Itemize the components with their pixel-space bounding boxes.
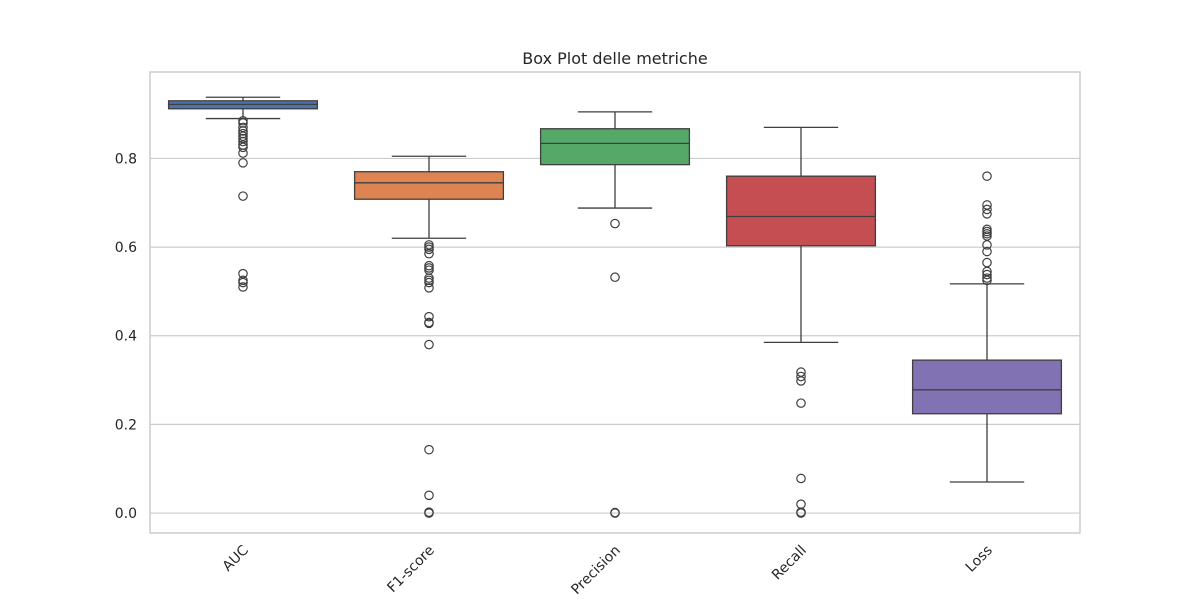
box-loss bbox=[911, 171, 1063, 483]
outlier-point bbox=[424, 508, 434, 518]
outlier-point bbox=[796, 508, 806, 518]
outlier-point bbox=[238, 136, 248, 147]
y-tick-label: 0.4 bbox=[115, 329, 137, 345]
outlier-point bbox=[796, 499, 806, 509]
outlier-point bbox=[982, 209, 992, 219]
iqr-box bbox=[725, 175, 877, 247]
box-auc bbox=[167, 96, 319, 292]
x-tick-label: AUC bbox=[220, 542, 252, 574]
outlier-point bbox=[982, 204, 992, 215]
outlier-point bbox=[424, 444, 434, 455]
plot-area-frame bbox=[149, 71, 1081, 534]
outlier-point bbox=[424, 318, 434, 329]
outlier-point bbox=[238, 277, 248, 288]
grid-lines bbox=[150, 157, 1080, 514]
outlier-point bbox=[982, 269, 992, 280]
x-tick-label: F1-score bbox=[384, 543, 437, 596]
y-tick-label: 0.8 bbox=[115, 151, 137, 167]
outlier-point bbox=[982, 246, 992, 257]
outlier-point bbox=[238, 126, 248, 136]
outlier-point bbox=[238, 282, 248, 292]
outlier-point bbox=[982, 240, 992, 250]
y-tick-label: 0.0 bbox=[115, 506, 137, 522]
outlier-point bbox=[424, 277, 434, 288]
boxes bbox=[167, 96, 1063, 518]
outlier-point bbox=[238, 142, 248, 153]
outlier-point bbox=[424, 244, 434, 255]
outlier-point bbox=[238, 191, 248, 201]
iqr-box bbox=[353, 171, 505, 200]
outlier-point bbox=[982, 275, 992, 286]
outlier-point bbox=[424, 248, 434, 259]
x-tick-label: Loss bbox=[963, 543, 996, 576]
outlier-point bbox=[238, 158, 248, 168]
box-precision bbox=[539, 111, 691, 518]
outlier-point bbox=[424, 490, 434, 501]
chart-title: Box Plot delle metriche bbox=[522, 49, 707, 68]
outlier-point bbox=[424, 311, 434, 322]
x-tick-label: Recall bbox=[769, 543, 810, 584]
x-axis-ticks: AUC F1-score Precision Recall Loss bbox=[220, 542, 996, 598]
outlier-point bbox=[982, 257, 992, 268]
outlier-point bbox=[796, 398, 806, 408]
outlier-point bbox=[796, 371, 806, 382]
outlier-point bbox=[610, 508, 620, 518]
x-tick-label: Precision bbox=[568, 543, 623, 598]
outlier-point bbox=[796, 473, 806, 484]
outlier-point bbox=[238, 148, 248, 158]
y-axis-ticks: 0.0 0.2 0.4 0.6 0.8 bbox=[115, 151, 137, 522]
outlier-point bbox=[424, 339, 434, 350]
iqr-box bbox=[911, 359, 1063, 415]
y-tick-label: 0.2 bbox=[115, 417, 137, 433]
y-tick-label: 0.6 bbox=[115, 240, 137, 256]
box-recall bbox=[725, 126, 877, 518]
outlier-point bbox=[982, 171, 992, 181]
iqr-box bbox=[539, 128, 691, 166]
outlier-point bbox=[610, 272, 620, 283]
outlier-point bbox=[610, 218, 620, 229]
outlier-point bbox=[424, 283, 434, 293]
box-f1-score bbox=[353, 155, 505, 518]
outlier-point bbox=[796, 376, 806, 386]
